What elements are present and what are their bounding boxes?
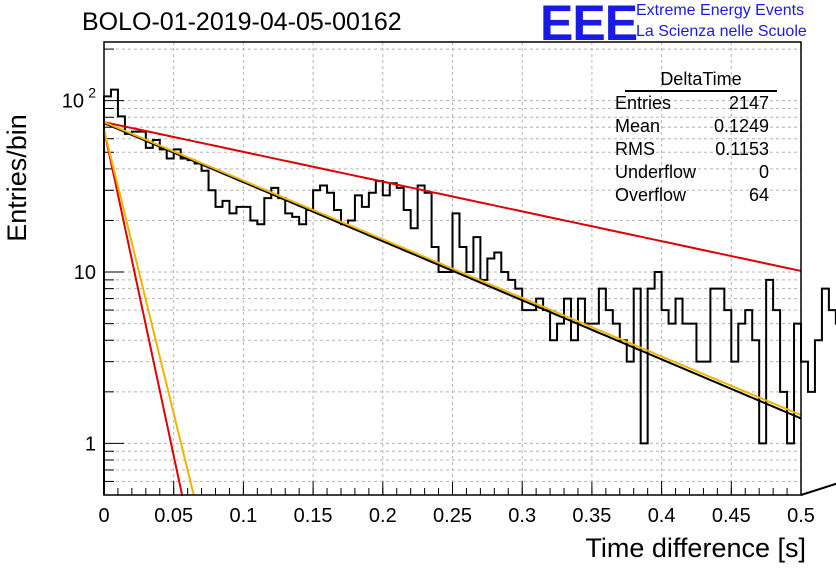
stats-label: Entries xyxy=(615,93,672,113)
stats-row-underflow: Underflow 0 xyxy=(615,161,769,184)
y-tick-label: 10 xyxy=(74,262,96,284)
stats-value: 64 xyxy=(748,185,769,205)
x-tick-label: 0.5 xyxy=(787,505,815,527)
x-tick-label: 0 xyxy=(98,505,109,527)
x-tick-label: 0.15 xyxy=(294,505,333,527)
plot-frame xyxy=(103,41,802,496)
x-tick-label: 0.3 xyxy=(508,505,536,527)
fit-yellow-fast xyxy=(103,129,195,496)
logo-line-2: La Scienza nelle Scuole xyxy=(636,23,807,40)
stats-value: 0 xyxy=(758,162,769,182)
logo-mark: EEE xyxy=(540,0,638,51)
y-axis-label: Entries/bin xyxy=(2,114,32,242)
y-tick-label: 10 xyxy=(62,91,84,113)
stats-row-mean: Mean 0.1249 xyxy=(615,115,769,138)
stats-value: 0.1249 xyxy=(713,116,769,136)
fit-yellow xyxy=(103,121,802,417)
x-tick-label: 0.35 xyxy=(572,505,611,527)
stats-label: Mean xyxy=(615,116,661,136)
stats-label: RMS xyxy=(615,139,655,159)
histogram-steps xyxy=(103,88,836,496)
stats-label: Overflow xyxy=(615,185,687,205)
stats-row-entries: Entries 2147 xyxy=(615,92,769,115)
stats-value: 2147 xyxy=(728,93,769,113)
y-tick-label: 1 xyxy=(85,433,96,455)
x-tick-label: 0.2 xyxy=(369,505,397,527)
x-tick-label: 0.1 xyxy=(229,505,257,527)
stats-box: DeltaTime Entries 2147 Mean 0.1249 RMS 0… xyxy=(615,68,777,207)
fit-red-slow xyxy=(103,121,802,272)
logo-line-1: Extreme Energy Events xyxy=(636,2,805,19)
x-tick-label: 0.45 xyxy=(712,505,751,527)
stats-name: DeltaTime xyxy=(625,68,777,92)
page-title: BOLO-01-2019-04-05-00162 xyxy=(82,8,402,36)
fit-black xyxy=(103,122,802,420)
stats-label: Underflow xyxy=(615,162,697,182)
x-axis-label: Time difference [s] xyxy=(585,533,806,563)
x-tick-label: 0.4 xyxy=(648,505,676,527)
stats-row-overflow: Overflow 64 xyxy=(615,184,769,207)
x-tick-label: 0.05 xyxy=(154,505,193,527)
y-tick-exponent: 2 xyxy=(88,85,96,101)
stats-value: 0.1153 xyxy=(715,139,769,159)
fit-red-fast xyxy=(103,129,184,496)
x-tick-label: 0.25 xyxy=(433,505,472,527)
stats-row-rms: RMS 0.1153 xyxy=(615,138,769,161)
